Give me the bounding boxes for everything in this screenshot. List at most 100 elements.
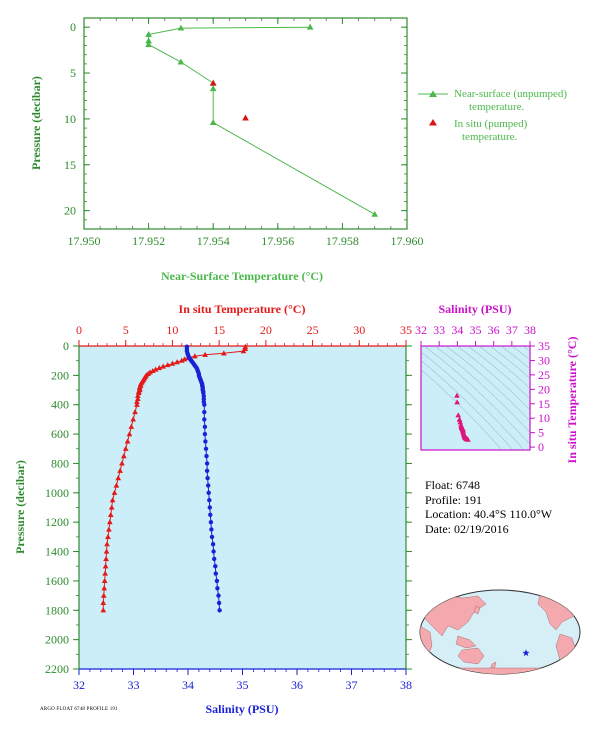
ts-y-tick-label: 5 xyxy=(538,426,544,440)
map-land-japan xyxy=(473,605,481,615)
temperature-profile-point xyxy=(126,431,133,437)
salinity-tick-label: 37 xyxy=(346,678,358,692)
near-surface-y-tick-label: 5 xyxy=(70,66,76,80)
near-surface-y-tick-label: 10 xyxy=(64,112,76,126)
salinity-profile-point xyxy=(202,431,208,437)
salinity-profile-point xyxy=(209,534,215,540)
temperature-profile-point xyxy=(100,592,107,598)
temperature-tick-label: 10 xyxy=(166,323,178,337)
pressure-tick-label: 400 xyxy=(51,398,69,412)
near-surface-plot-frame xyxy=(83,17,408,230)
salinity-profile-point xyxy=(206,483,211,488)
near-surface-marks xyxy=(145,23,379,217)
map-land-indonesia xyxy=(455,635,477,649)
temperature-profile-point xyxy=(104,541,110,547)
temperature-profile-point xyxy=(169,360,176,366)
temperature-profile-point xyxy=(120,453,127,459)
salinity-profile-point xyxy=(204,453,209,459)
temperature-profile-point xyxy=(101,577,108,584)
ts-point xyxy=(457,419,464,425)
world-map xyxy=(419,589,581,675)
ts-density-contour xyxy=(423,346,530,445)
pressure-tick-label: 1200 xyxy=(45,515,69,529)
salinity-profile-point xyxy=(211,549,216,554)
ts-point xyxy=(456,416,463,422)
ts-point xyxy=(465,436,471,442)
map-land-australia xyxy=(457,647,485,665)
pressure-tick-label: 2000 xyxy=(45,633,69,647)
salinity-profile-point xyxy=(202,409,207,415)
ts-density-contour xyxy=(445,346,530,422)
salinity-profile-point xyxy=(210,542,216,547)
salinity-profile-point xyxy=(208,520,214,525)
ts-density-contour xyxy=(421,351,525,450)
ts-y-tick-label: 0 xyxy=(538,440,544,454)
salinity-profile-point xyxy=(208,512,213,517)
ts-y-tick-label: 15 xyxy=(538,397,550,411)
temperature-profile-point xyxy=(108,504,115,510)
near-surface-ylabel: Pressure (decibar) xyxy=(29,76,43,170)
near-surface-x-tick-label: 17.954 xyxy=(197,234,230,248)
map-land-antarctica xyxy=(420,667,580,674)
temperature-profile-point xyxy=(160,363,166,369)
temperature-tick-label: 30 xyxy=(353,323,365,337)
ts-x-tick-label: 33 xyxy=(433,323,445,337)
near-surface-unpumped-point xyxy=(209,85,217,92)
salinity-profile-point xyxy=(202,424,208,429)
salinity-axis-title: Salinity (PSU) xyxy=(205,702,278,716)
near-surface-ticks: 17.950 17.952 17.954 17.956 17.958 17.960 0 5 10… xyxy=(64,18,424,248)
near-surface-unpumped-point xyxy=(371,210,379,217)
pressure-axis-title: Pressure (decibar) xyxy=(13,460,27,554)
ts-density-contour xyxy=(421,360,514,450)
temperature-profile-point xyxy=(134,401,140,407)
salinity-tick-label: 33 xyxy=(128,678,140,692)
near-surface-unpumped-point xyxy=(306,23,314,30)
temperature-tick-label: 20 xyxy=(260,323,272,337)
ts-x-tick-label: 38 xyxy=(524,323,536,337)
near-surface-unpumped-point xyxy=(177,58,185,65)
temperature-profile-point xyxy=(106,526,112,532)
near-surface-xlabel: Near-Surface Temperature (°C) xyxy=(161,269,323,283)
legend-label-unpumped-line1: Near-surface (unpumped) xyxy=(454,88,567,100)
temperature-profile-point xyxy=(124,438,131,444)
salinity-tick-label: 38 xyxy=(400,678,412,692)
near-surface-x-tick-label: 17.956 xyxy=(261,234,294,248)
salinity-profile-point xyxy=(213,571,218,576)
temperature-tick-label: 35 xyxy=(400,323,412,337)
ts-x-tick-label: 37 xyxy=(506,323,518,337)
pressure-tick-label: 1600 xyxy=(45,574,69,588)
temperature-profile-point xyxy=(100,599,107,606)
ts-density-contour xyxy=(467,346,530,400)
pressure-tick-label: 2200 xyxy=(45,662,69,676)
pressure-tick-label: 1400 xyxy=(45,545,69,559)
temperature-profile-point xyxy=(156,365,163,371)
salinity-profile-point xyxy=(202,417,207,422)
temperature-profile-point xyxy=(240,348,247,354)
temperature-profile-point xyxy=(164,362,171,368)
ts-point xyxy=(455,412,462,418)
near-surface-y-tick-label: 0 xyxy=(70,20,76,34)
near-surface-x-tick-label: 17.950 xyxy=(68,234,101,248)
near-surface-x-tick-label: 17.960 xyxy=(391,234,424,248)
profile-panel: 0 5 10 15 20 25 30 35 32 33 34 35 36 37 38 0 200 400 600 80… xyxy=(13,302,412,716)
salinity-profile-point xyxy=(202,402,207,407)
pressure-tick-label: 0 xyxy=(63,339,69,353)
near-surface-pumped-point xyxy=(242,114,249,121)
near-surface-y-tick-label: 15 xyxy=(64,158,76,172)
ts-x-tick-label: 36 xyxy=(488,323,500,337)
temperature-tick-label: 15 xyxy=(213,323,225,337)
profile-date: Date: 02/19/2016 xyxy=(425,521,509,536)
temperature-profile-point xyxy=(107,511,114,517)
temperature-profile-point xyxy=(117,467,123,473)
salinity-profile-point xyxy=(203,446,209,451)
near-surface-unpumped-point xyxy=(177,24,185,31)
temperature-profile-point xyxy=(102,570,109,576)
ts-y-tick-label: 25 xyxy=(538,368,550,382)
footer-credit: ARGO FLOAT 6748 PROFILE 191 xyxy=(40,707,118,712)
legend-label-pumped-line1: In situ (pumped) xyxy=(454,118,528,130)
temperature-tick-label: 5 xyxy=(123,323,129,337)
temperature-tick-label: 0 xyxy=(76,323,82,337)
temperature-profile-point xyxy=(102,563,109,569)
ts-density-contour xyxy=(522,346,530,352)
float-number: Float: 6748 xyxy=(425,478,481,492)
